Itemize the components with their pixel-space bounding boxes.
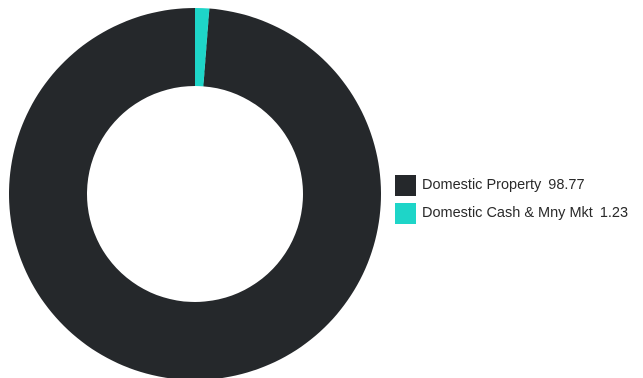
donut-plot [9,8,381,378]
legend-value-domestic-property: 98.77 [548,177,585,193]
slice-domestic-cash [195,8,210,87]
slice-domestic-property [9,8,381,378]
legend-value-domestic-cash: 1.23 [599,205,629,221]
legend-item-domestic-cash: Domestic Cash & Mny Mkt 1.23 [395,199,628,227]
legend-label-domestic-cash: Domestic Cash & Mny Mkt [422,205,593,221]
legend-swatch-domestic-property [395,174,416,196]
chart-legend: Domestic Property 98.77 Domestic Cash & … [395,171,628,227]
donut-slices [9,8,381,378]
legend-label-domestic-property: Domestic Property [422,177,542,193]
legend-swatch-domestic-cash [395,202,416,224]
legend-item-domestic-property: Domestic Property 98.77 [395,171,628,199]
